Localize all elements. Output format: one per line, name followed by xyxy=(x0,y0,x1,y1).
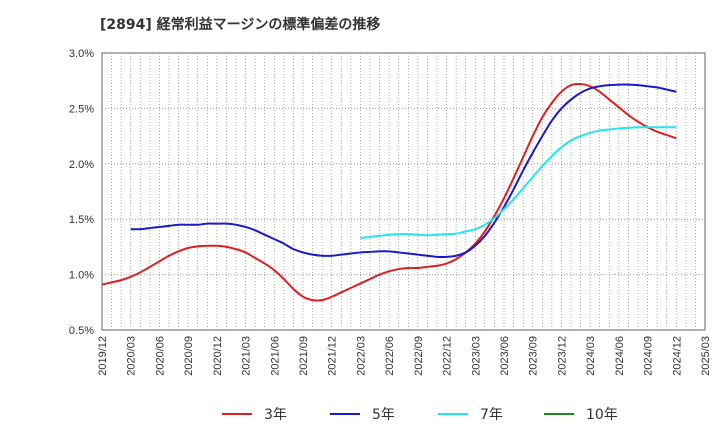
grid xyxy=(101,52,706,331)
series-line-3 xyxy=(360,126,677,240)
legend: 3年 5年 7年 10年 xyxy=(222,407,618,423)
x-tick-label: 2020/06 xyxy=(154,336,166,376)
x-tick-label: 2023/03 xyxy=(470,336,482,376)
legend-label: 5年 xyxy=(372,407,395,423)
x-tick-label: 2023/06 xyxy=(499,336,511,376)
x-tick-label: 2020/12 xyxy=(212,336,224,376)
legend-label: 7年 xyxy=(480,407,503,423)
series-line-1 xyxy=(101,82,677,302)
plot-area xyxy=(101,52,706,331)
y-tick-label: 3.0% xyxy=(69,48,94,60)
x-tick-label: 2024/06 xyxy=(614,336,626,376)
x-tick-label: 2021/12 xyxy=(327,336,339,376)
y-tick-label: 2.5% xyxy=(69,103,94,115)
x-tick-label: 2025/03 xyxy=(700,336,712,376)
y-tick-label: 1.5% xyxy=(69,214,94,226)
legend-label: 3年 xyxy=(264,407,287,423)
y-tick-label: 1.0% xyxy=(69,270,94,282)
y-tick-label: 0.5% xyxy=(69,325,94,337)
x-tick-label: 2022/12 xyxy=(442,336,454,376)
x-tick-label: 2021/09 xyxy=(298,336,310,376)
x-tick-label: 2024/09 xyxy=(643,336,655,376)
axes: 0.5% 1.0% 1.5% 2.0% 2.5% 3.0% 2019/12 2020/03 20… xyxy=(69,48,712,376)
x-tick-label: 2020/03 xyxy=(126,336,138,376)
series-lines xyxy=(101,82,677,302)
x-tick-label: 2022/03 xyxy=(355,336,367,376)
x-tick-label: 2021/03 xyxy=(241,336,253,376)
x-tick-label: 2019/12 xyxy=(97,336,109,376)
legend-label: 10年 xyxy=(586,407,618,423)
x-tick-label: 2024/12 xyxy=(671,336,683,376)
x-tick-label: 2022/09 xyxy=(413,336,425,376)
chart-title: [2894] 経常利益マージンの標準偏差の推移 xyxy=(100,17,381,33)
x-tick-label: 2024/03 xyxy=(585,336,597,376)
x-tick-label: 2021/06 xyxy=(269,336,281,376)
x-tick-label: 2020/09 xyxy=(183,336,195,376)
series-line-2 xyxy=(130,83,677,259)
x-tick-label: 2023/12 xyxy=(556,336,568,376)
x-tick-label: 2022/06 xyxy=(384,336,396,376)
x-tick-label: 2023/09 xyxy=(528,336,540,376)
y-tick-label: 2.0% xyxy=(69,159,94,171)
